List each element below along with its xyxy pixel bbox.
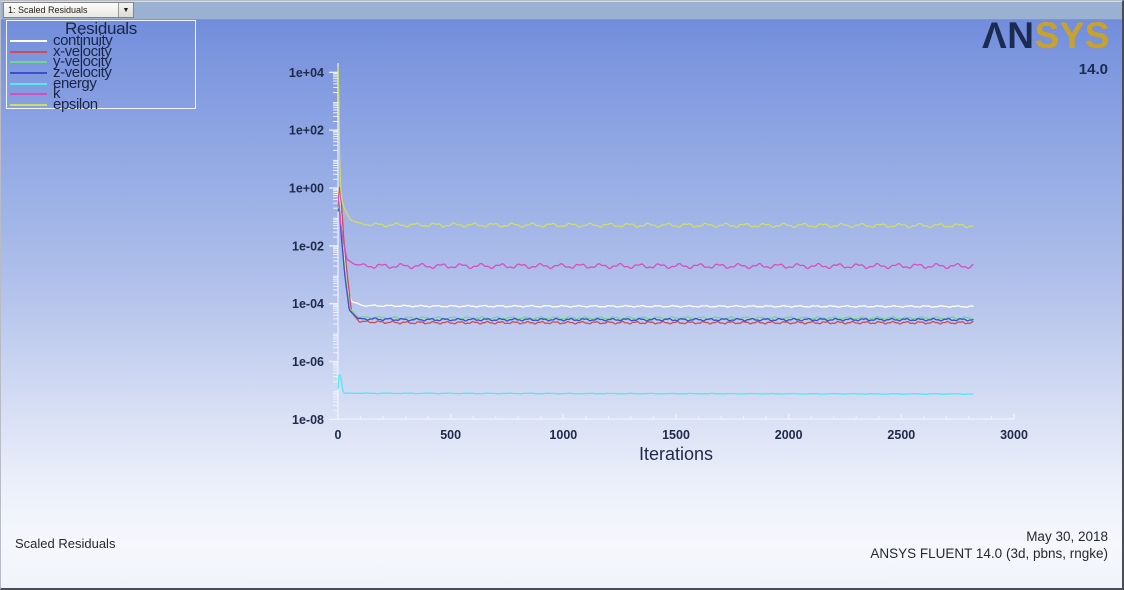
x-tick-label: 1500 — [662, 428, 690, 442]
legend-swatch — [10, 103, 47, 106]
legend-item: continuity — [7, 32, 195, 50]
legend-item: x-velocity — [7, 42, 195, 60]
legend-item: y-velocity — [7, 53, 195, 71]
legend-swatch — [10, 50, 47, 53]
legend-item: energy — [7, 74, 195, 92]
residuals-legend: Residuals continuity x-velocity y-veloci… — [6, 19, 196, 113]
plot-stamp: May 30, 2018 ANSYS FLUENT 14.0 (3d, pbns… — [870, 528, 1108, 562]
legend-swatch — [10, 40, 47, 43]
legend-swatch — [10, 61, 47, 64]
legend-title: Residuals — [65, 19, 137, 38]
x-tick-label: 3000 — [1000, 428, 1028, 442]
series-line-k — [337, 196, 974, 270]
ansys-logo-text: ΛNSYS — [982, 15, 1110, 56]
window-selector-dropdown[interactable]: 1: Scaled Residuals ▼ — [3, 2, 134, 18]
x-tick-label: 500 — [440, 428, 461, 442]
series-line-x-velocity — [337, 186, 974, 325]
chevron-down-icon[interactable]: ▼ — [118, 3, 133, 17]
plot-app-info: ANSYS FLUENT 14.0 (3d, pbns, rngke) — [870, 546, 1108, 561]
y-tick-label: 1e+02 — [289, 124, 324, 138]
x-tick-label: 1000 — [549, 428, 577, 442]
y-tick-label: 1e-02 — [292, 239, 324, 253]
y-tick-label: 1e-06 — [292, 355, 324, 369]
series-line-energy — [337, 374, 974, 395]
legend-label: k — [53, 85, 61, 103]
legend-label: x-velocity — [53, 42, 112, 60]
ansys-version: 14.0 — [1078, 61, 1108, 78]
series-line-y-velocity — [337, 204, 974, 320]
plot-title: Scaled Residuals — [15, 536, 116, 551]
legend-label: y-velocity — [53, 53, 112, 71]
plot-date: May 30, 2018 — [1026, 529, 1108, 544]
ansys-logo: ΛNSYS 14.0 — [982, 17, 1110, 78]
x-tick-label: 0 — [335, 428, 342, 442]
x-tick-label: 2000 — [775, 428, 803, 442]
legend-item: epsilon — [7, 95, 195, 113]
y-tick-label: 1e-08 — [292, 413, 324, 427]
legend-label: energy — [53, 74, 97, 92]
axis-lines — [337, 63, 1014, 420]
series-line-z-velocity — [337, 207, 974, 322]
legend-label: epsilon — [53, 95, 98, 113]
legend-swatch — [10, 82, 47, 85]
window-selector-value: 1: Scaled Residuals — [8, 5, 88, 15]
legend-swatch — [10, 93, 47, 96]
y-tick-label: 1e-04 — [292, 297, 324, 311]
y-tick-label: 1e+00 — [289, 182, 324, 196]
series-line-continuity — [337, 188, 974, 308]
series-line-epsilon — [337, 66, 974, 229]
y-tick-label: 1e+04 — [289, 66, 324, 80]
legend-item: z-velocity — [7, 64, 195, 82]
window-topbar — [1, 1, 1122, 20]
legend-label: continuity — [53, 32, 113, 50]
x-axis-title: Iterations — [638, 444, 714, 464]
legend-label: z-velocity — [53, 64, 112, 82]
legend-swatch — [10, 72, 47, 75]
x-tick-label: 2500 — [887, 428, 915, 442]
legend-item: k — [7, 85, 195, 103]
